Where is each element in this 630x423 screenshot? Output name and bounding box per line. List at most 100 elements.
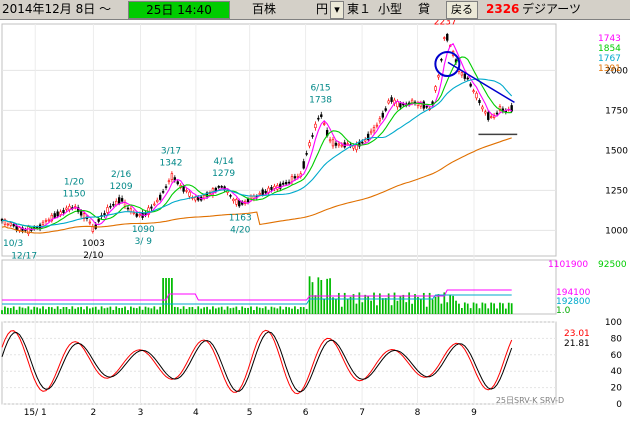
volume-bar	[220, 306, 223, 314]
volume-bar	[408, 292, 411, 314]
volume-bar	[103, 308, 106, 314]
candle-body	[320, 114, 323, 117]
volume-bar	[53, 308, 56, 314]
candle-body	[235, 199, 238, 205]
candle-body	[302, 161, 305, 169]
volume-bar	[449, 294, 452, 314]
volume-bar	[393, 292, 396, 314]
volume-bar	[355, 303, 358, 314]
volume-legend-label: 194100	[556, 288, 591, 298]
candle-body	[103, 213, 106, 216]
candle-body	[284, 182, 288, 185]
candle-body	[258, 192, 261, 195]
currency-dropdown-button[interactable]: ▾	[330, 1, 344, 19]
candle-body	[469, 83, 472, 87]
volume-bar	[232, 307, 235, 314]
volume-bar	[115, 306, 118, 314]
stock-name: デジアーツ	[522, 2, 582, 16]
back-button[interactable]: 戻る	[446, 1, 478, 19]
volume-bar	[510, 303, 513, 314]
ma-legend-label: 1767	[598, 54, 621, 64]
candle-body	[41, 221, 45, 225]
volume-bar	[378, 293, 381, 314]
volume-bar	[156, 309, 159, 314]
volume-legend-label: 192800	[556, 297, 591, 307]
volume-bar	[71, 306, 74, 314]
volume-bar	[229, 308, 232, 314]
volume-bar	[168, 278, 170, 314]
volume-bar	[455, 300, 457, 314]
stock-code: 2326	[486, 2, 520, 16]
moving-average-line	[1, 56, 512, 230]
candle-body	[487, 112, 490, 120]
volume-bar	[335, 299, 337, 314]
candle-body	[159, 194, 162, 200]
candle-body	[9, 222, 12, 226]
candle-body	[331, 139, 335, 147]
date-to-field[interactable]: 25日 14:40	[128, 1, 230, 19]
ma-legend-label: 1391	[598, 64, 621, 74]
volume-bar	[376, 305, 378, 314]
volume-bar	[200, 308, 203, 314]
price-annotation: 4/14	[213, 157, 233, 167]
volume-bar	[478, 308, 481, 314]
stoch-k-line	[1, 329, 513, 395]
price-panel-frame	[1, 23, 557, 257]
volume-bar	[422, 292, 425, 314]
candle-body	[463, 73, 466, 79]
volume-bar	[308, 276, 311, 314]
volume-bar	[185, 308, 188, 314]
candle-body	[361, 141, 364, 144]
candle-body	[202, 195, 206, 199]
candle-body	[232, 198, 235, 202]
price-annotation: 1150	[63, 189, 86, 199]
volume-legend-label: 1101900	[548, 260, 588, 270]
candle-body	[65, 207, 68, 210]
volume-bar	[226, 306, 229, 314]
stoch-legend-label: 23.01	[564, 329, 590, 339]
candle-body	[384, 108, 387, 111]
volume-bar	[358, 292, 361, 314]
candle-body	[375, 124, 379, 127]
volume-bar	[247, 307, 249, 314]
candle-body	[220, 186, 223, 188]
candle-body	[138, 214, 141, 217]
volume-bar	[305, 308, 308, 314]
volume-bar	[428, 292, 431, 314]
volume-bar	[487, 308, 490, 314]
candle-body	[510, 105, 513, 112]
volume-bar	[176, 307, 179, 314]
candle-body	[352, 145, 355, 149]
candle-body	[62, 209, 65, 213]
volume-bar	[311, 282, 314, 314]
volume-bar	[346, 299, 349, 314]
candle-body	[117, 197, 121, 204]
candle-body	[425, 106, 428, 108]
volume-bar	[504, 308, 507, 314]
volume-bar	[253, 310, 255, 314]
x-tick-label: 7	[359, 408, 365, 418]
candle-body	[323, 123, 326, 125]
price-annotation: 1342	[160, 159, 183, 169]
candle-body	[328, 139, 332, 142]
candle-body	[182, 185, 185, 192]
volume-bar	[100, 306, 103, 314]
volume-bar	[294, 306, 296, 314]
stoch-tick-label: 100	[605, 318, 622, 328]
volume-bar	[191, 306, 194, 314]
candle-body	[135, 213, 138, 217]
volume-bar	[490, 302, 493, 314]
volume-bar	[150, 308, 153, 314]
candle-body	[366, 133, 370, 140]
market-label: 東１	[347, 2, 372, 16]
volume-bar	[496, 308, 498, 314]
candle-body	[372, 127, 376, 132]
volume-bar	[288, 307, 290, 314]
candle-body	[293, 176, 297, 179]
candle-body	[314, 123, 317, 128]
candle-body	[311, 135, 314, 137]
price-annotation: 2/10	[83, 251, 103, 261]
volume-bar	[273, 307, 276, 314]
volume-bar	[188, 307, 191, 314]
volume-bar	[241, 306, 244, 314]
